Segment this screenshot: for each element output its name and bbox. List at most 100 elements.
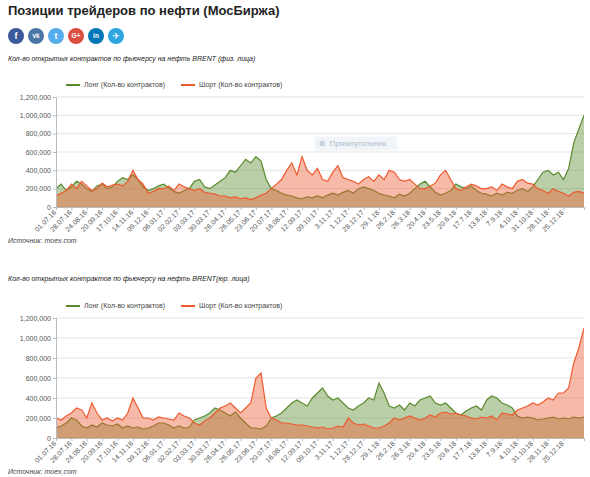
grid-line — [56, 170, 584, 171]
x-tick: 25.12.18 — [541, 438, 565, 464]
share-button-circle[interactable] — [28, 28, 44, 44]
share-button[interactable]: G+ — [68, 28, 84, 44]
grid — [56, 318, 584, 438]
grid — [56, 97, 584, 207]
share-button[interactable]: f — [8, 28, 24, 44]
y-tick-mark — [53, 189, 56, 190]
x-tick-mark — [225, 207, 226, 210]
x-axis: 01.07.1628.07.1624.08.1620.09.1617.10.16… — [33, 207, 584, 233]
x-tick-label: 09.10.17 — [295, 440, 319, 464]
page-root: Позиции трейдеров по нефти (МосБиржа)fvk… — [0, 0, 590, 477]
annotation-text: Прямоугольник — [330, 139, 387, 148]
x-tick-mark — [148, 438, 149, 441]
x-tick-mark — [533, 207, 534, 210]
legend-item: Шорт (Кол-во контрактов) — [181, 81, 282, 89]
x-tick-mark — [287, 438, 288, 441]
source-note: Источник: moex.com — [8, 237, 77, 244]
x-tick-mark — [425, 207, 426, 210]
y-tick: 1,200,000 — [20, 94, 56, 101]
x-tick-label: 28.12.17 — [341, 440, 365, 464]
share-button-label[interactable]: in — [93, 32, 99, 39]
share-button-circle[interactable] — [8, 28, 24, 44]
x-axis: 01.07.1628.07.1624.08.1620.09.1617.10.16… — [33, 438, 584, 464]
y-tick-mark — [53, 398, 56, 399]
series-area — [56, 115, 584, 207]
x-tick-label: 09.10.17 — [295, 209, 319, 233]
x-tick-mark — [56, 438, 57, 441]
share-button-label[interactable]: f — [15, 31, 19, 41]
series-line — [56, 328, 584, 429]
y-tick-mark — [53, 97, 56, 98]
legend-item: Лонг (Кол-во контрактов) — [66, 302, 165, 310]
x-tick-mark — [71, 438, 72, 441]
share-button-circle[interactable] — [68, 28, 84, 44]
share-button-label[interactable]: vk — [32, 32, 40, 39]
x-tick-mark — [256, 207, 257, 210]
share-button-circle[interactable] — [108, 28, 124, 44]
x-tick-mark — [271, 438, 272, 441]
x-tick-mark — [548, 207, 549, 210]
grid-line — [56, 97, 584, 98]
x-tick-mark — [179, 207, 180, 210]
x-tick-mark — [102, 207, 103, 210]
legend: Лонг (Кол-во контрактов)Шорт (Кол-во кон… — [66, 302, 282, 310]
x-tick-mark — [379, 207, 380, 210]
x-tick-mark — [302, 207, 303, 210]
y-tick: 200,000 — [26, 185, 56, 192]
x-tick-mark — [87, 207, 88, 210]
legend-label: Лонг (Кол-во контрактов) — [84, 302, 165, 310]
plot-marks — [56, 328, 584, 438]
series-area — [56, 328, 584, 438]
x-tick-mark — [241, 438, 242, 441]
source-note: Источник: moex.com — [8, 468, 77, 475]
x-tick-mark — [133, 438, 134, 441]
x-tick-mark — [102, 438, 103, 441]
y-tick-mark — [53, 358, 56, 359]
x-tick: 25.12.18 — [541, 207, 565, 233]
grid-line — [56, 152, 584, 153]
share-button[interactable]: ✈ — [108, 28, 124, 44]
share-button-label[interactable]: t — [55, 31, 58, 41]
legend: Лонг (Кол-во контрактов) Шорт (Кол-во кон… — [66, 81, 282, 89]
share-button-circle[interactable] — [88, 28, 104, 44]
grid-line — [56, 338, 584, 339]
y-tick-label: 1,200,000 — [20, 94, 51, 101]
x-tick-mark — [394, 207, 395, 210]
grid-line — [56, 318, 584, 319]
y-tick: 400,000 — [26, 167, 56, 174]
x-tick-mark — [71, 207, 72, 210]
legend-label: Лонг (Кол-во контрактов) — [84, 81, 165, 89]
x-tick-mark — [287, 207, 288, 210]
x-tick-mark — [317, 207, 318, 210]
chart: Кол-во открытых контрактов по фьючерсу н… — [8, 275, 585, 475]
x-tick-label: 25.12.18 — [541, 209, 565, 233]
x-tick-mark — [502, 207, 503, 210]
x-tick-mark — [164, 438, 165, 441]
share-button-circle[interactable] — [48, 28, 64, 44]
y-tick-label: 1,000,000 — [20, 335, 51, 342]
x-tick-mark — [440, 438, 441, 441]
share-button-label[interactable]: ✈ — [112, 31, 120, 41]
x-tick-mark — [210, 207, 211, 210]
y-tick-label: 200,000 — [26, 185, 51, 192]
y-tick-label: 200,000 — [26, 415, 51, 422]
y-tick: 1,200,000 — [20, 315, 56, 322]
x-tick-label: 13.8.18 — [467, 440, 489, 462]
x-tick-mark — [210, 438, 211, 441]
y-tick-mark — [53, 115, 56, 116]
share-button[interactable]: in — [88, 28, 104, 44]
x-tick-mark — [118, 207, 119, 210]
x-tick: 09.10.17 — [295, 207, 319, 233]
annotation: Прямоугольник — [315, 137, 398, 151]
share-button[interactable]: t — [48, 28, 64, 44]
x-tick-mark — [533, 438, 534, 441]
y-axis-line — [53, 319, 57, 439]
y-tick-label: 1,200,000 — [20, 315, 51, 322]
share-button-label[interactable]: G+ — [72, 32, 81, 39]
y-tick: 400,000 — [26, 395, 56, 402]
x-tick-mark — [241, 207, 242, 210]
share-button[interactable]: vk — [28, 28, 44, 44]
x-axis-line — [57, 439, 585, 442]
y-tick: 200,000 — [26, 415, 56, 422]
x-tick-label: 28.12.17 — [341, 209, 365, 233]
